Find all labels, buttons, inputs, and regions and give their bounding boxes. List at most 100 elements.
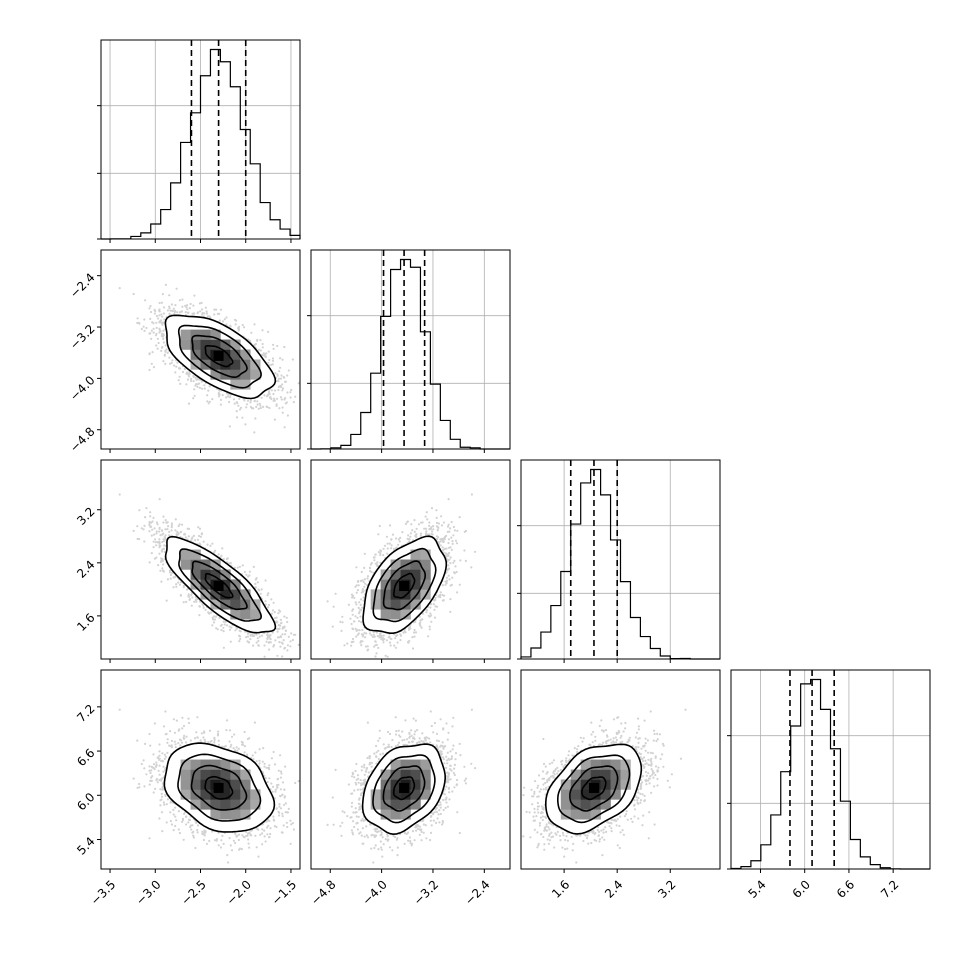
scatter-point <box>266 393 270 396</box>
scatter-point <box>265 352 268 355</box>
scatter-point <box>203 312 206 315</box>
scatter-point <box>261 342 264 346</box>
scatter-point <box>269 641 272 644</box>
density-bin <box>190 359 201 370</box>
scatter-point <box>155 344 158 347</box>
scatter-point <box>202 604 205 607</box>
scatter-point <box>249 401 252 404</box>
scatter-point <box>249 634 252 637</box>
scatter-point <box>237 329 240 332</box>
scatter-point <box>150 329 153 332</box>
scatter-point <box>163 550 166 554</box>
scatter-point <box>274 639 277 642</box>
scatter-point <box>172 576 175 579</box>
scatter-point <box>161 323 164 326</box>
scatter-point <box>232 398 236 401</box>
scatter-point <box>264 356 267 359</box>
scatter-point <box>278 407 281 410</box>
scatter-point <box>177 533 180 536</box>
scatter-point <box>161 323 164 326</box>
scatter-point <box>198 378 201 381</box>
scatter-point <box>286 391 289 394</box>
scatter-point <box>242 326 246 329</box>
panel-content <box>118 283 308 434</box>
scatter-point <box>245 573 248 576</box>
scatter-point <box>136 525 139 528</box>
scatter-point <box>304 658 306 660</box>
scatter-point <box>150 310 153 314</box>
scatter-point <box>284 402 287 405</box>
scatter-point <box>284 629 287 632</box>
density-bin <box>250 369 261 380</box>
scatter-point <box>192 312 195 315</box>
scatter-point <box>166 521 169 524</box>
scatter-point <box>162 538 165 541</box>
scatter-point <box>276 373 279 376</box>
scatter-point <box>165 348 168 351</box>
scatter-point <box>306 389 308 391</box>
scatter-point <box>155 314 158 318</box>
scatter-point <box>273 418 276 421</box>
scatter-point <box>281 387 285 390</box>
scatter-point <box>217 395 221 398</box>
scatter-point <box>218 312 221 315</box>
scatter-point <box>149 332 152 335</box>
scatter-point <box>200 301 203 304</box>
scatter-point <box>156 541 159 544</box>
scatter-point <box>148 368 151 372</box>
scatter-point <box>213 313 216 316</box>
scatter-point <box>268 406 271 410</box>
scatter-point <box>261 354 264 357</box>
scatter-point <box>195 383 198 386</box>
scatter-point <box>170 361 173 364</box>
scatter-point <box>161 567 164 570</box>
density-bin <box>230 379 241 390</box>
scatter-point <box>278 609 281 612</box>
scatter-point <box>166 351 169 354</box>
scatter-point <box>253 343 256 346</box>
scatter-point <box>193 294 196 297</box>
scatter-point <box>171 309 174 312</box>
scatter-point <box>193 539 197 542</box>
scatter-point <box>178 367 181 370</box>
scatter-point <box>192 380 195 383</box>
scatter-point <box>269 638 272 641</box>
scatter-point <box>150 534 153 537</box>
scatter-point <box>217 393 220 396</box>
scatter-point <box>158 544 161 547</box>
scatter-point <box>191 536 194 539</box>
scatter-point <box>272 392 275 396</box>
scatter-point <box>187 311 190 314</box>
scatter-point <box>208 612 211 615</box>
scatter-point <box>266 636 270 639</box>
scatter-point <box>229 325 232 328</box>
scatter-point <box>235 627 238 630</box>
scatter-point <box>214 549 217 552</box>
histogram-step-line <box>101 48 301 240</box>
scatter-point <box>283 626 286 629</box>
scatter-point <box>233 318 237 321</box>
scatter-point <box>279 622 283 625</box>
scatter-point <box>254 342 257 346</box>
scatter-point <box>257 644 260 647</box>
scatter-point <box>187 535 190 538</box>
scatter-point <box>220 623 223 626</box>
y-tick-label: −4.0 <box>67 373 98 404</box>
scatter-point <box>194 384 197 387</box>
panel-frame <box>100 39 301 240</box>
scatter-point <box>248 574 251 577</box>
scatter-point <box>172 576 175 579</box>
scatter-point <box>211 624 214 627</box>
scatter-point <box>180 310 183 313</box>
scatter-point <box>257 588 260 591</box>
scatter-point <box>185 372 188 375</box>
scatter-point <box>175 534 178 537</box>
scatter-point <box>265 395 269 398</box>
scatter-point <box>253 431 256 434</box>
scatter-point <box>208 612 211 615</box>
scatter-point <box>189 302 192 306</box>
scatter-point <box>260 588 263 591</box>
scatter-point <box>152 533 156 536</box>
scatter-point <box>268 390 271 393</box>
density-bin <box>220 349 231 360</box>
